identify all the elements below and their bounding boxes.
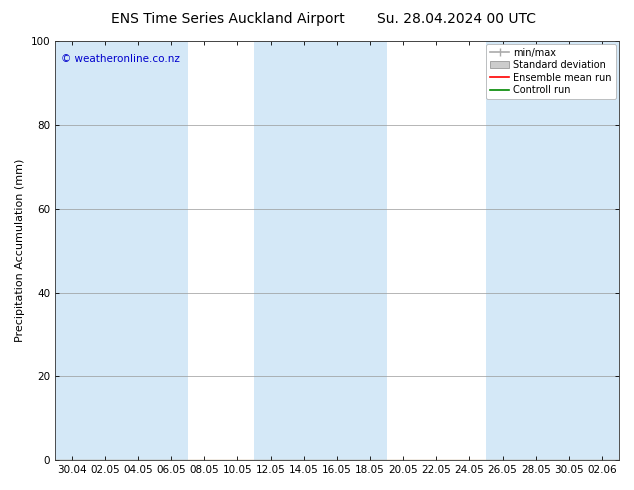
Y-axis label: Precipitation Accumulation (mm): Precipitation Accumulation (mm): [15, 159, 25, 343]
Bar: [55, 41, 121, 460]
Bar: [486, 41, 552, 460]
Text: © weatheronline.co.nz: © weatheronline.co.nz: [61, 53, 179, 64]
Bar: [320, 41, 387, 460]
Bar: [552, 41, 619, 460]
Bar: [121, 41, 188, 460]
Bar: [254, 41, 320, 460]
Legend: min/max, Standard deviation, Ensemble mean run, Controll run: min/max, Standard deviation, Ensemble me…: [486, 44, 616, 99]
Text: Su. 28.04.2024 00 UTC: Su. 28.04.2024 00 UTC: [377, 12, 536, 26]
Text: ENS Time Series Auckland Airport: ENS Time Series Auckland Airport: [112, 12, 345, 26]
